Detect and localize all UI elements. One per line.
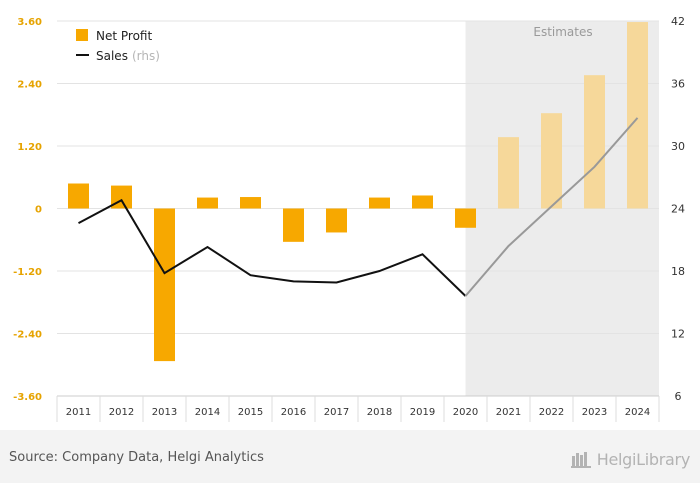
x-tick-label: 2020 [453, 407, 478, 418]
y-left-tick-label: -2.40 [13, 330, 42, 341]
x-tick-label: 2015 [238, 407, 263, 418]
y-left-tick-label: 0 [35, 205, 42, 216]
x-tick-label: 2017 [324, 407, 349, 418]
y-right-tick-label: 18 [671, 265, 685, 278]
legend-label-net-profit: Net Profit [96, 29, 152, 43]
legend-swatch-net-profit [76, 29, 88, 41]
x-tick-label: 2018 [367, 407, 392, 418]
logo-books-icon [570, 452, 591, 468]
y-right-tick-label: 30 [671, 140, 685, 153]
net-profit-bar [584, 75, 605, 209]
y-right-tick-label: 12 [671, 328, 685, 341]
legend-sales-name: Sales [96, 49, 128, 63]
net-profit-bar [541, 113, 562, 209]
x-tick-label: 2014 [195, 407, 220, 418]
y-right-tick-label: 36 [671, 78, 685, 91]
net-profit-bar [498, 137, 519, 209]
sales-line-estimate [464, 117, 639, 297]
chart: 3.60 42 2.40 36 1.20 30 0 24 -1.20 18 -2.40 12 -3.60… [0, 0, 700, 430]
x-tick-label: 2022 [539, 407, 564, 418]
y-left-tick-label: 1.20 [17, 142, 42, 153]
net-profit-bar [412, 195, 433, 209]
x-tick-label: 2021 [496, 407, 521, 418]
net-profit-bar [197, 197, 218, 209]
x-tick-label: 2023 [582, 407, 607, 418]
net-profit-bar [455, 208, 476, 228]
y-right-tick-label: 6 [675, 390, 682, 403]
y-left-tick-label: -1.20 [13, 267, 42, 278]
helgi-library-logo: HelgiLibrary [570, 448, 691, 470]
x-tick-label: 2016 [281, 407, 306, 418]
legend-sales-suffix: (rhs) [132, 49, 160, 63]
net-profit-bar [326, 208, 347, 233]
net-profit-bar [240, 197, 261, 209]
x-tick-label: 2012 [109, 407, 134, 418]
y-right-tick-label: 42 [671, 15, 685, 28]
y-left-tick-label: 2.40 [17, 80, 42, 91]
y-right-tick-label: 24 [671, 203, 685, 216]
net-profit-bar [283, 208, 304, 242]
sales-line [78, 117, 639, 297]
y-left-tick-label: -3.60 [13, 392, 42, 403]
legend: Net Profit Sales (rhs) [76, 29, 160, 63]
logo-text: HelgiLibrary [596, 449, 691, 469]
legend-label-sales: Sales (rhs) [96, 49, 160, 63]
x-tick-label: 2019 [410, 407, 435, 418]
x-tick-label: 2013 [152, 407, 177, 418]
x-tick-label: 2011 [66, 407, 91, 418]
x-tick-label: 2024 [625, 407, 650, 418]
sales-line-actual [78, 198, 467, 297]
axes: 3.60 42 2.40 36 1.20 30 0 24 -1.20 18 -2.40 12 -3.60… [13, 15, 685, 422]
y-left-tick-label: 3.60 [17, 17, 42, 28]
net-profit-bar [369, 197, 390, 209]
source-note: Source: Company Data, Helgi Analytics [9, 450, 264, 465]
net-profit-bar [154, 208, 175, 362]
net-profit-bar [627, 22, 648, 209]
estimates-label: Estimates [533, 25, 592, 39]
net-profit-bar [68, 183, 89, 209]
net-profit-bars [68, 22, 648, 362]
